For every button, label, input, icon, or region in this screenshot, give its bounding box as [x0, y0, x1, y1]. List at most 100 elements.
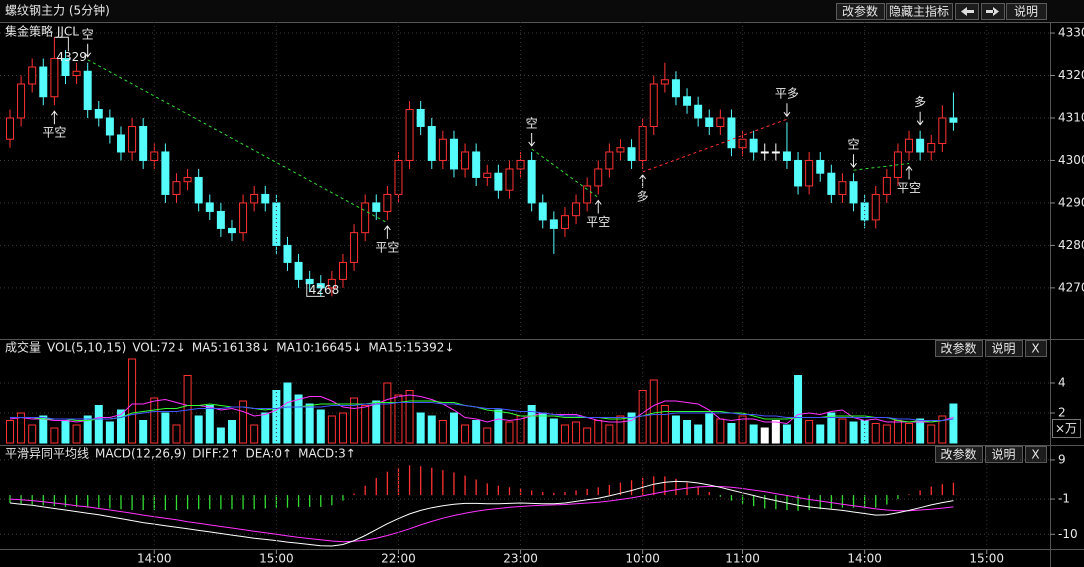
button[interactable]: 改参数: [836, 3, 885, 20]
button[interactable]: 隐藏主指标: [886, 3, 953, 20]
y-tick-label: 4300: [1058, 153, 1084, 167]
candle-body: [860, 202, 869, 221]
volume-bar: [305, 403, 314, 444]
signal-label: 平多: [775, 87, 799, 101]
button-label: 改参数: [842, 4, 878, 19]
signal-label: 平空: [42, 126, 66, 140]
candle-body: [782, 151, 791, 161]
extreme-label: 4329: [56, 50, 87, 64]
volume-bar: [916, 418, 925, 444]
candle-body: [294, 261, 303, 280]
volume-bar: [794, 375, 803, 444]
button-label: 改参数: [940, 447, 976, 462]
indicator-params: MACD(12,26,9): [95, 447, 186, 461]
signal-label: 平空: [375, 240, 399, 254]
signal-arrow: [905, 165, 913, 180]
volume-bar: [438, 420, 447, 444]
button-frame: [886, 3, 953, 20]
volume-bar: [816, 424, 825, 444]
volume-bar: [72, 424, 81, 444]
signal-label: 多: [914, 95, 926, 109]
x-tick-label: 22:00: [381, 552, 416, 566]
volume-bar: [671, 415, 680, 444]
volume-bar: [283, 382, 292, 444]
trend-line: [642, 118, 788, 173]
candle-body: [472, 151, 481, 178]
button[interactable]: X: [1025, 446, 1047, 463]
diff-line: [9, 480, 954, 547]
volume-bar: [760, 427, 769, 444]
volume-bar: [893, 420, 902, 444]
candle-body: [216, 210, 225, 229]
volume-bar: [17, 412, 26, 444]
extreme-label: 4268: [309, 283, 340, 297]
volume-bar: [5, 420, 14, 444]
volume-bar: [616, 415, 625, 444]
volume-bar: [449, 412, 458, 444]
volume-bar: [849, 421, 858, 444]
candle-body: [738, 138, 747, 149]
volume-bar: [749, 424, 758, 444]
next-button[interactable]: [981, 3, 1005, 20]
volume-bar: [105, 421, 114, 444]
button[interactable]: 说明: [1006, 3, 1047, 20]
candle-body: [549, 219, 558, 229]
signal-arrow: [528, 132, 536, 147]
signal-label: 平空: [586, 215, 610, 229]
candle-body: [560, 215, 569, 229]
button-frame: [985, 446, 1023, 463]
volume-bar: [927, 424, 936, 444]
indicator-readout: MA5:16138↓: [192, 341, 270, 355]
button-frame: [1006, 3, 1047, 20]
candle-body: [372, 202, 381, 212]
volume-ma-line: [9, 394, 954, 425]
volume-bar: [727, 423, 736, 444]
candle-body: [905, 138, 914, 153]
volume-bar: [261, 412, 270, 444]
candle-body: [838, 181, 847, 195]
volume-bar: [549, 418, 558, 444]
indicator-readout: MACD:3↑: [298, 447, 356, 461]
volume-bar: [61, 420, 70, 444]
button[interactable]: 说明: [985, 340, 1023, 357]
button-label: 改参数: [940, 341, 976, 356]
volume-bar: [472, 420, 481, 444]
signal-arrow: [594, 199, 602, 214]
button-frame: [935, 340, 983, 357]
volume-bar: [338, 412, 347, 444]
indicator-title: 平滑异同平均线: [5, 447, 89, 461]
candle-body: [461, 151, 470, 170]
candle-body: [28, 66, 37, 85]
x-tick-label: 15:00: [259, 552, 294, 566]
candle-body: [949, 117, 958, 123]
candle-body: [538, 202, 547, 221]
candle-body: [827, 172, 836, 195]
x-tick-label: 14:00: [137, 552, 172, 566]
indicator-name: 集金策略 JJCL: [5, 24, 79, 39]
candle-body: [882, 176, 891, 195]
volume-bar: [239, 400, 248, 444]
volume-bar: [827, 412, 836, 444]
volume-bar: [583, 427, 592, 444]
x-tick-label: 23:00: [503, 552, 538, 566]
signal-label: 空: [82, 27, 94, 41]
button-label: X: [1031, 342, 1039, 356]
button[interactable]: 改参数: [935, 340, 983, 357]
candle-body: [50, 58, 59, 98]
volume-bar: [538, 412, 547, 444]
button[interactable]: 说明: [985, 446, 1023, 463]
volume-ma-line: [10, 402, 954, 421]
candle-body: [250, 193, 259, 204]
volume-bar: [838, 418, 847, 444]
button[interactable]: 改参数: [935, 446, 983, 463]
candle-body: [205, 202, 214, 212]
candle-body: [227, 227, 236, 234]
candle-body: [660, 79, 669, 85]
candle-body: [705, 117, 714, 127]
volume-bar: [683, 420, 692, 444]
candle-body: [871, 193, 880, 221]
y-tick-label: 2: [1058, 406, 1066, 420]
prev-button[interactable]: [955, 3, 979, 20]
candle-body: [17, 83, 26, 119]
button[interactable]: X: [1025, 340, 1047, 357]
